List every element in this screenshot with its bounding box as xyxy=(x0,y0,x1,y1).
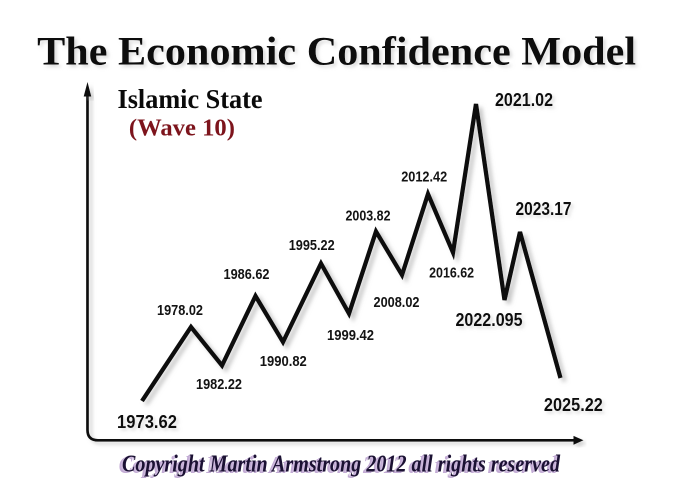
svg-text:1999.42: 1999.42 xyxy=(327,327,374,344)
svg-text:2003.82: 2003.82 xyxy=(346,207,391,224)
svg-text:1978.02: 1978.02 xyxy=(157,302,203,319)
svg-text:1995.22: 1995.22 xyxy=(289,237,335,254)
svg-text:1990.82: 1990.82 xyxy=(260,353,307,370)
svg-text:1973.62: 1973.62 xyxy=(117,412,177,432)
svg-text:2016.62: 2016.62 xyxy=(429,265,474,282)
svg-text:2023.17: 2023.17 xyxy=(516,199,572,219)
svg-text:Islamic State: Islamic State xyxy=(118,84,263,114)
svg-text:Copyright Martin Armstrong 201: Copyright Martin Armstrong 2012 all righ… xyxy=(122,451,561,477)
svg-text:Copyright Martin Armstrong 201: Copyright Martin Armstrong 2012 all righ… xyxy=(119,453,558,479)
svg-text:1986.62: 1986.62 xyxy=(224,266,270,283)
svg-text:2008.02: 2008.02 xyxy=(374,294,420,311)
svg-text:2025.22: 2025.22 xyxy=(544,395,603,415)
svg-text:2012.42: 2012.42 xyxy=(401,169,447,186)
svg-text:2021.02: 2021.02 xyxy=(495,90,553,110)
svg-text:1982.22: 1982.22 xyxy=(196,376,242,393)
svg-text:Copyright Martin Armstrong 201: Copyright Martin Armstrong 2012 all righ… xyxy=(121,452,560,478)
svg-text:2022.095: 2022.095 xyxy=(456,310,523,330)
svg-text:(Wave 10): (Wave 10) xyxy=(129,116,235,142)
svg-text:The Economic Confidence Model: The Economic Confidence Model xyxy=(37,28,636,73)
